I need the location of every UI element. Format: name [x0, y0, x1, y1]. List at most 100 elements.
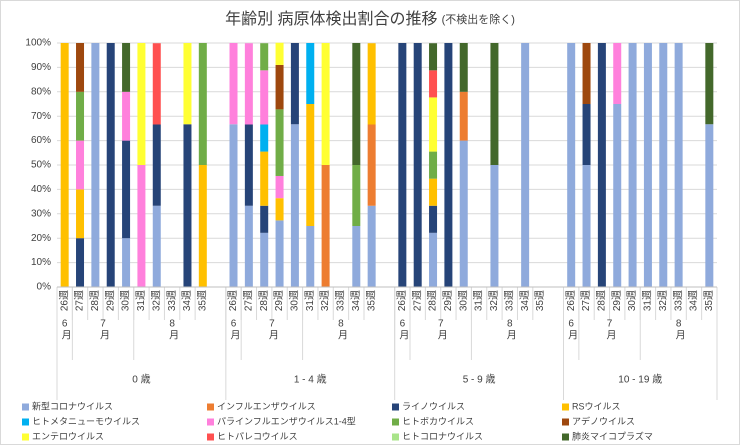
legend-swatch [392, 403, 399, 411]
bar-segment [352, 226, 361, 287]
week-label: 31週 [473, 290, 485, 311]
legend-label: ヒトメタニューモウイルス [32, 416, 140, 426]
week-label: 35週 [703, 290, 715, 311]
month-label: 6月 [228, 319, 240, 341]
bar-segment [244, 124, 253, 206]
week-label: 29週 [273, 290, 285, 311]
bar-segment [198, 43, 207, 165]
bar-segment [352, 43, 361, 165]
bar-segment [183, 43, 192, 125]
legend-swatch [207, 403, 214, 411]
bar-segment [76, 91, 85, 141]
week-label: 32週 [319, 290, 331, 311]
bar-segment [244, 43, 253, 125]
legend-swatch [562, 433, 569, 441]
bar-segment [459, 91, 468, 141]
bar-segment [229, 124, 238, 287]
group-label: 0 歳 [132, 374, 150, 386]
bar-segment [275, 175, 284, 199]
bar-segment [122, 238, 131, 287]
bar-segment [260, 124, 269, 152]
bar-segment [260, 205, 269, 233]
bar-segment [367, 43, 376, 125]
legend-label: 新型コロナウイルス [32, 401, 113, 411]
month-label: 7月 [435, 319, 447, 341]
week-label: 30週 [457, 290, 469, 311]
week-label: 35週 [365, 290, 377, 311]
week-label: 31週 [135, 290, 147, 311]
legend-swatch [22, 433, 29, 441]
week-label: 29週 [442, 290, 454, 311]
bar-segment [413, 43, 422, 287]
bar-segment [321, 165, 330, 287]
week-label: 30週 [120, 290, 132, 311]
month-label: 7月 [98, 319, 110, 341]
week-label: 34週 [350, 290, 362, 311]
bar-segment [398, 43, 407, 287]
group-label: 5 - 9 歳 [463, 374, 496, 386]
week-label: 26週 [227, 290, 239, 311]
legend-swatch [392, 433, 399, 441]
legend-label: エンテロウイルス [32, 431, 104, 441]
bar-segment [352, 165, 361, 226]
week-label: 33週 [672, 290, 684, 311]
legend-label: パラインフルエンザウイルス1-4型 [217, 416, 356, 426]
y-tick-label: 30% [31, 208, 51, 219]
legend-label: RSウイルス [572, 401, 621, 411]
legend-label: アデノウイルス [572, 415, 635, 426]
bar-segment [306, 43, 315, 104]
bar-segment [659, 43, 668, 287]
bar-segment [674, 43, 683, 287]
bar-segment [459, 140, 468, 287]
bar-segment [597, 43, 606, 287]
bar-segment [137, 165, 146, 287]
bar-segment [122, 140, 131, 239]
bar-segment [275, 220, 284, 287]
bar-segment [429, 178, 438, 206]
legend-label: ヒトコロナウイルス [402, 431, 483, 441]
week-label: 27週 [580, 290, 592, 311]
y-tick-label: 100% [25, 38, 51, 49]
bar-segment [260, 43, 269, 71]
bar-segment [490, 165, 499, 287]
group-label: 10 - 19 歳 [618, 374, 662, 386]
y-tick-label: 90% [31, 62, 51, 73]
legend-swatch [207, 433, 214, 441]
week-label: 28週 [596, 290, 608, 311]
bar-segment [260, 70, 269, 125]
month-label: 6月 [59, 319, 71, 341]
y-tick-label: 80% [31, 86, 51, 97]
bar-segment [459, 43, 468, 92]
bar-segment [260, 232, 269, 287]
bar-segment [76, 140, 85, 190]
bar-segment [137, 43, 146, 165]
week-label: 34週 [519, 290, 531, 311]
bar-segment [306, 104, 315, 226]
legend-label: 肺炎マイコプラズマ [572, 430, 653, 441]
bar-segment [490, 43, 499, 165]
week-label: 27週 [243, 290, 255, 311]
week-label: 31週 [304, 290, 316, 311]
week-label: 32週 [488, 290, 500, 311]
bar-segment [521, 43, 530, 287]
chart-title: 年齢別 病原体検出割合の推移 (不検出を除く) [225, 10, 515, 28]
bar-segment [367, 124, 376, 206]
y-tick-label: 20% [31, 233, 51, 244]
bar-segment [76, 43, 85, 92]
group-label: 1 - 4 歳 [294, 374, 327, 386]
bar-segment [306, 226, 315, 287]
bar-segment [429, 70, 438, 98]
bar-segment [429, 97, 438, 152]
week-label: 31週 [642, 290, 654, 311]
bar-segment [582, 43, 591, 104]
week-label: 35週 [534, 290, 546, 311]
bar-segment [275, 64, 284, 110]
legend-swatch [562, 403, 569, 411]
title-main: 年齢別 病原体検出割合の推移 [225, 10, 437, 28]
bar-segment [582, 165, 591, 287]
bar-segment [429, 232, 438, 287]
bar-segment [152, 124, 161, 206]
bar-segment [613, 104, 622, 287]
legend-label: インフルエンザウイルス [217, 401, 316, 411]
month-label: 8月 [673, 319, 685, 341]
